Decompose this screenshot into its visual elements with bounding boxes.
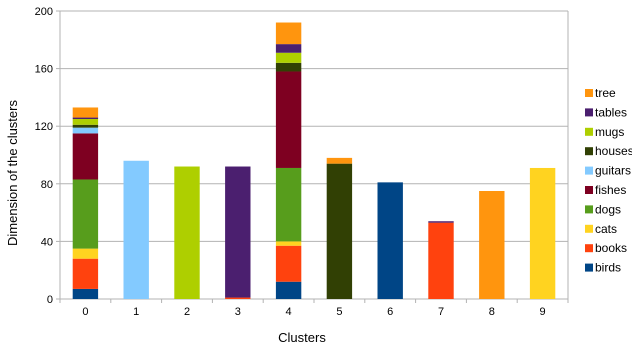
x-tick-label: 8 [489, 306, 495, 318]
bar-segment-tables-cluster-7 [428, 221, 454, 223]
x-tick-label: 2 [184, 306, 190, 318]
legend-swatch-dogs [585, 205, 593, 214]
bar-segment-tables-cluster-4 [275, 44, 302, 53]
x-axis-title: Clusters [278, 330, 326, 345]
bar-segment-books-cluster-4 [275, 245, 302, 282]
legend-swatch-fishes [585, 186, 593, 194]
x-tick-label: 7 [438, 306, 444, 318]
y-tick-label: 120 [35, 121, 53, 133]
bar-segment-fishes-cluster-4 [275, 71, 302, 168]
y-tick-label: 80 [41, 179, 53, 191]
legend-swatch-tables [585, 108, 593, 117]
bar-segment-mugs-cluster-0 [72, 119, 99, 125]
bar-segment-tree-cluster-4 [275, 22, 302, 45]
bar-segment-birds-cluster-0 [72, 288, 99, 299]
x-tick-label: 0 [82, 306, 88, 318]
legend-label: fishes [595, 183, 626, 197]
legend-swatch-mugs [585, 127, 593, 136]
bar-segment-cats-cluster-9 [529, 167, 556, 299]
x-tick-label: 1 [133, 306, 139, 318]
legend-label: guitars [595, 164, 631, 178]
bar-segment-dogs-cluster-0 [72, 179, 99, 249]
x-tick-label: 4 [286, 306, 292, 318]
x-tick-label: 5 [336, 306, 342, 318]
y-tick-label: 200 [35, 6, 53, 18]
legend-item-mugs: mugs [585, 125, 624, 139]
bar-segment-tables-cluster-3 [225, 166, 251, 298]
legend-label: tree [595, 86, 616, 100]
bar-segment-fishes-cluster-0 [72, 133, 99, 180]
bar-segment-guitars-cluster-0 [72, 127, 99, 134]
axes: 0 40 80 120 160 200 0 1 2 3 4 5 6 7 8 9 [35, 6, 569, 318]
bar-segment-tree-cluster-5 [326, 157, 353, 164]
legend-label: mugs [595, 125, 624, 139]
bar-segment-houses-cluster-4 [275, 62, 302, 72]
y-tick-label: 40 [41, 236, 53, 248]
bar-segment-books-cluster-0 [72, 258, 99, 289]
legend-item-tables: tables [585, 105, 627, 119]
bar-segment-tree-cluster-8 [479, 191, 505, 299]
legend-item-tree: tree [585, 86, 616, 100]
bar-segment-cats-cluster-4 [275, 241, 302, 246]
legend-item-cats: cats [585, 222, 617, 236]
bar-segment-books-cluster-3 [225, 297, 251, 299]
legend-swatch-houses [585, 147, 593, 156]
legend-swatch-books [585, 244, 593, 253]
bar-segment-birds-cluster-4 [275, 281, 302, 299]
bar-segment-mugs-cluster-4 [275, 52, 302, 63]
legend-item-guitars: guitars [585, 164, 631, 178]
legend-label: books [595, 241, 627, 255]
bar-segment-tables-cluster-0 [72, 117, 99, 119]
legend-swatch-birds [585, 263, 593, 272]
bar-segment-houses-cluster-0 [72, 124, 99, 128]
bars [72, 22, 556, 299]
bar-segment-mugs-cluster-2 [174, 166, 200, 299]
legend-item-birds: birds [585, 261, 621, 275]
legend-item-dogs: dogs [585, 202, 621, 216]
y-tick-label: 0 [47, 294, 53, 306]
legend-swatch-tree [585, 89, 593, 97]
bar-segment-books-cluster-7 [428, 222, 454, 299]
bar-segment-cats-cluster-0 [72, 248, 99, 259]
legend-label: dogs [595, 202, 621, 216]
y-tick-label: 160 [35, 64, 53, 76]
x-tick-label: 9 [540, 306, 546, 318]
legend-label: birds [595, 261, 621, 275]
bar-segment-tree-cluster-0 [72, 107, 99, 118]
legend-item-houses: houses [585, 144, 632, 158]
legend-item-fishes: fishes [585, 183, 626, 197]
x-tick-label: 6 [387, 306, 393, 318]
legend-item-books: books [585, 241, 627, 255]
bar-segment-dogs-cluster-4 [275, 167, 302, 242]
bar-segment-guitars-cluster-1 [123, 160, 149, 299]
legend: tree tables mugs houses guitars fishes dogs cat… [585, 86, 632, 275]
legend-label: houses [595, 144, 632, 158]
legend-swatch-guitars [585, 166, 593, 175]
legend-label: tables [595, 105, 627, 119]
y-axis-title: Dimension of the clusters [5, 100, 20, 246]
bar-segment-birds-cluster-6 [377, 182, 403, 299]
legend-swatch-cats [585, 224, 593, 233]
bar-segment-houses-cluster-5 [326, 163, 353, 299]
legend-label: cats [595, 222, 617, 236]
x-tick-label: 3 [235, 306, 241, 318]
